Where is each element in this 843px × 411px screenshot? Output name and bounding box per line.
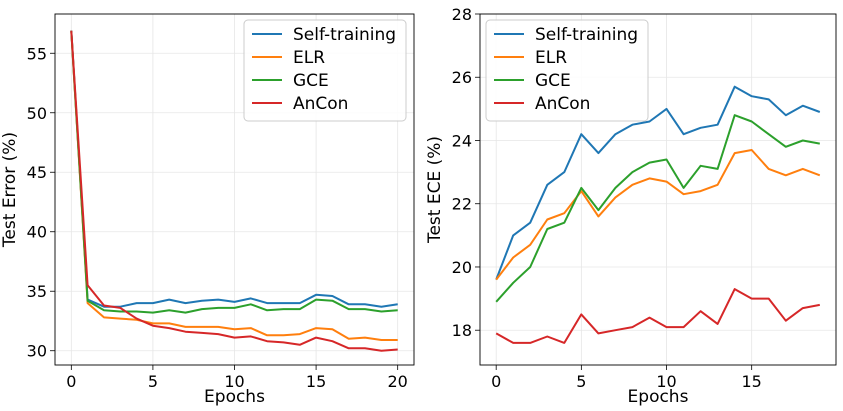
x-tick-label: 5 [576,372,586,391]
series-line-elr [495,149,821,281]
y-tick-label: 40 [27,223,47,242]
y-tick-label: 24 [452,131,472,150]
legend-box [485,19,649,122]
y-tick-label: 26 [452,68,472,87]
x-tick-label: 0 [66,372,76,391]
x-tick-label: 0 [491,372,501,391]
series-line-elr [70,31,398,341]
x-tick-label: 5 [148,372,158,391]
y-tick-label: 28 [452,5,472,24]
x-tick-label: 10 [656,372,676,391]
y-tick-label: 45 [27,163,47,182]
chart-panel-2: 0 5 10 15 18 20 22 24 26 28 Epochs Test ECE (%) Self… [425,5,837,407]
x-tick-label: 15 [306,372,326,391]
legend: Self-training ELR GCE AnCon [485,19,649,122]
x-tick-label: 20 [388,372,408,391]
legend-label: GCE [535,71,571,91]
y-tick-label: 50 [27,104,47,123]
axes-frame [54,13,415,366]
legend-label: Self-training [293,25,396,45]
legend-box [243,19,407,122]
x-axis-label: Epochs [628,387,689,407]
legend-label: ELR [293,48,325,68]
x-tick-label: 10 [224,372,244,391]
axes-frame [479,13,837,366]
y-tick-label: 20 [452,258,472,277]
series-line-self-training [495,85,821,280]
x-axis-label: Epochs [204,387,265,407]
series-line-gce [495,114,820,303]
legend-label: GCE [293,71,329,91]
series-line-ancon [495,288,820,344]
y-tick-label: 18 [452,321,472,340]
legend-label: AnCon [293,94,348,114]
series-line-self-training [70,30,398,308]
series-line-ancon [70,30,398,352]
legend-label: ELR [535,48,567,68]
y-tick-label: 55 [27,44,47,63]
y-axis-label: Test ECE (%) [425,136,445,244]
y-tick-label: 22 [452,195,472,214]
legend-label: Self-training [535,25,638,45]
y-axis-label: Test Error (%) [0,132,20,248]
legend-label: AnCon [535,94,590,114]
y-tick-label: 35 [27,282,47,301]
y-tick-label: 30 [27,342,47,361]
chart-panel-1: 0 5 10 15 20 30 35 40 45 50 55 Epochs Test Error (%)… [0,13,415,407]
legend: Self-training ELR GCE AnCon [243,19,407,122]
x-tick-label: 15 [742,372,762,391]
